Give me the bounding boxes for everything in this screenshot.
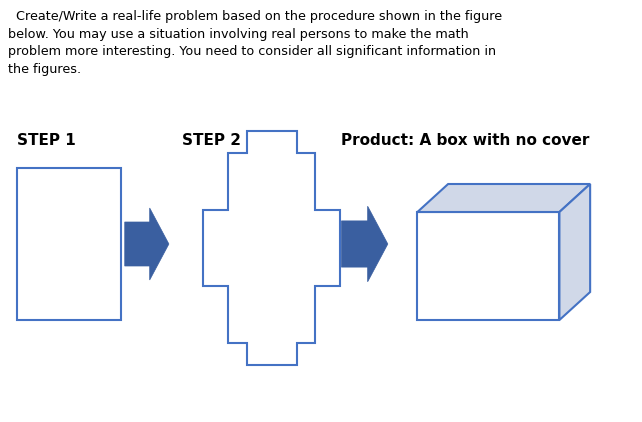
- Polygon shape: [342, 206, 388, 282]
- Polygon shape: [204, 131, 340, 365]
- Polygon shape: [417, 212, 559, 320]
- Polygon shape: [559, 184, 590, 320]
- Text: Create/Write a real-life problem based on the procedure shown in the figure
belo: Create/Write a real-life problem based o…: [8, 10, 502, 76]
- Polygon shape: [125, 208, 169, 280]
- Text: STEP 1: STEP 1: [17, 133, 76, 148]
- Text: STEP 2: STEP 2: [182, 133, 241, 148]
- Text: Product: A box with no cover: Product: A box with no cover: [341, 133, 589, 148]
- Bar: [17, 168, 121, 320]
- Polygon shape: [417, 184, 590, 212]
